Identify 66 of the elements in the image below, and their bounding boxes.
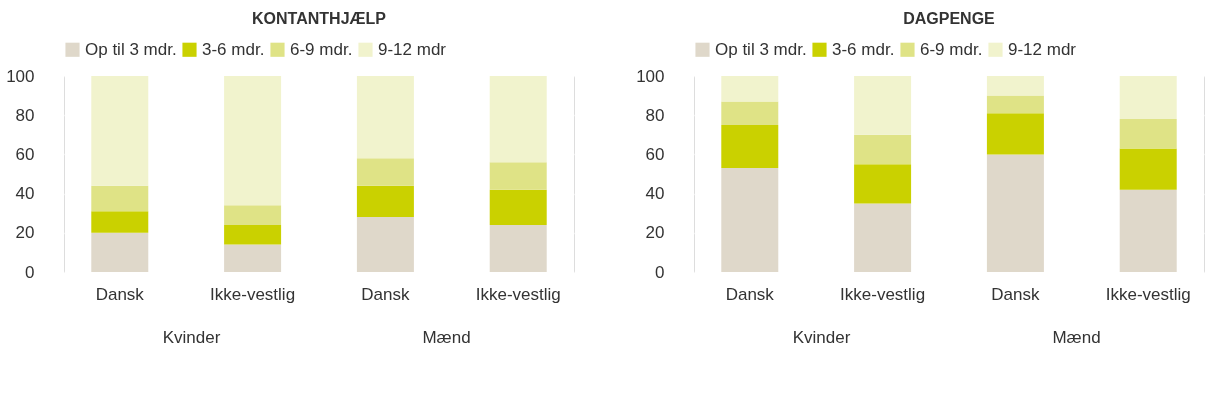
bar — [489, 76, 547, 163]
x-tick-label: Ikke-vestlig — [1105, 284, 1191, 304]
chart-title: KONTANTHJÆLP — [252, 10, 387, 27]
bar — [224, 224, 282, 245]
y-tick-label: 100 — [6, 66, 35, 86]
bar — [721, 101, 779, 125]
bar — [91, 232, 149, 272]
bar — [224, 244, 282, 272]
bar — [721, 168, 779, 272]
y-tick-label: 40 — [15, 184, 35, 204]
text: Mænd — [422, 328, 471, 347]
bar — [356, 76, 414, 159]
bar — [1119, 119, 1177, 149]
y-tick-label: 100 — [636, 66, 665, 86]
legend-label: 9-12 mdr — [1008, 39, 1077, 59]
y-tick-label: 0 — [25, 262, 35, 282]
y-tick-label: 20 — [15, 223, 35, 243]
bar — [854, 134, 912, 165]
y-tick-label: 80 — [15, 105, 35, 125]
bar — [854, 76, 912, 135]
legend-label: 3-6 mdr. — [202, 39, 265, 59]
x-tick-label: Dansk — [95, 284, 145, 304]
bar — [986, 154, 1044, 272]
bar — [854, 164, 912, 204]
text: Kvinder — [792, 328, 851, 347]
bar — [356, 217, 414, 272]
bar — [489, 162, 547, 190]
bar — [986, 113, 1044, 155]
bar — [986, 76, 1044, 96]
text: Mænd — [1052, 328, 1101, 347]
bar — [224, 76, 282, 206]
x-tick-label: Dansk — [725, 284, 775, 304]
bar — [91, 76, 149, 186]
bar — [224, 205, 282, 225]
bar — [489, 224, 547, 272]
bar — [1119, 76, 1177, 120]
legend-label: Op til 3 mdr. — [715, 39, 807, 59]
bar — [356, 185, 414, 218]
x-tick-label: Ikke-vestlig — [210, 284, 296, 304]
y-tick-label: 20 — [645, 223, 665, 243]
legend-label: 9-12 mdr — [378, 39, 447, 59]
x-tick-label: Dansk — [991, 284, 1040, 304]
legend-label: 6-9 mdr. — [290, 39, 353, 59]
bar — [854, 203, 912, 272]
x-tick-label: Ikke-vestlig — [475, 284, 561, 304]
bar — [1119, 148, 1177, 190]
x-tick-label: Dansk — [361, 284, 410, 304]
bar — [1119, 189, 1177, 272]
x-tick-label: Ikke-vestlig — [840, 284, 926, 304]
y-tick-label: 0 — [655, 262, 665, 282]
legend-label: 6-9 mdr. — [920, 39, 983, 59]
y-tick-label: 60 — [15, 144, 35, 164]
bar — [489, 189, 547, 225]
bar — [986, 95, 1044, 114]
bar — [356, 158, 414, 186]
bar — [91, 211, 149, 233]
y-tick-label: 80 — [645, 105, 665, 125]
y-tick-label: 40 — [645, 184, 665, 204]
bar — [721, 125, 779, 169]
legend-label: Op til 3 mdr. — [85, 39, 177, 59]
text: Kvinder — [162, 328, 221, 347]
bar — [91, 185, 149, 212]
chart-title: DAGPENGE — [903, 10, 996, 27]
bar — [721, 76, 779, 102]
y-tick-label: 60 — [645, 144, 665, 164]
legend-label: 3-6 mdr. — [832, 39, 895, 59]
